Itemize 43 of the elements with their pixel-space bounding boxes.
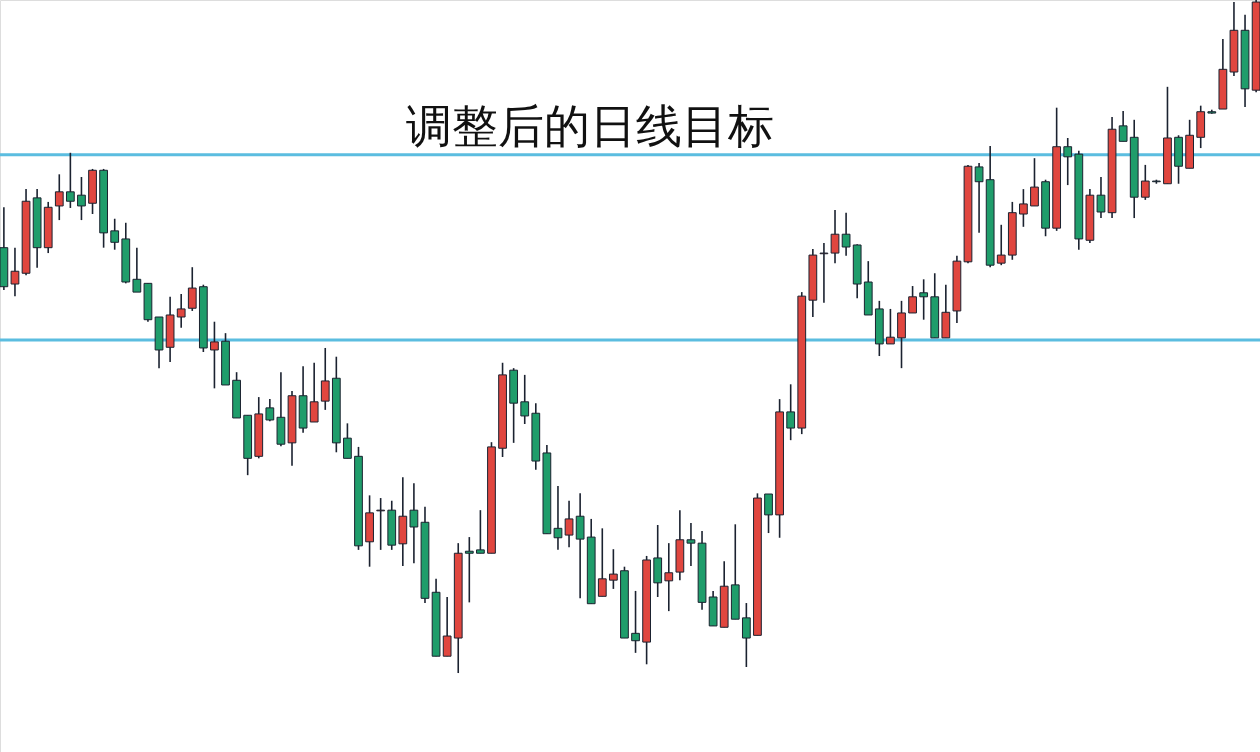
candlestick — [908, 285, 917, 314]
candlestick — [442, 596, 452, 658]
candlestick — [1030, 157, 1039, 207]
candlestick — [996, 224, 1006, 266]
candlestick — [520, 374, 530, 425]
candlestick — [786, 383, 796, 441]
candlestick — [132, 246, 142, 293]
candlestick — [741, 602, 751, 668]
candlestick — [631, 590, 640, 654]
candlestick — [830, 209, 840, 264]
candlestick — [1096, 176, 1106, 219]
candlestick — [343, 422, 352, 460]
candlestick — [77, 176, 86, 221]
candlestick — [10, 246, 20, 297]
candlestick — [409, 482, 419, 565]
candlestick — [464, 536, 474, 604]
candlestick — [176, 293, 186, 329]
candlestick — [841, 211, 851, 257]
candlestick — [187, 266, 197, 312]
candlestick — [609, 548, 618, 590]
candlestick — [309, 361, 319, 423]
candlestick — [886, 308, 895, 345]
candlestick — [686, 522, 696, 567]
candlestick — [575, 492, 585, 600]
candlestick — [1118, 110, 1128, 143]
candlestick — [1140, 164, 1150, 201]
ref-line-label: 调整后的日线目标 — [405, 98, 774, 153]
candlestick — [1063, 137, 1073, 186]
candlestick — [597, 527, 607, 598]
candlestick — [1019, 188, 1028, 228]
candlestick — [476, 509, 485, 555]
candlestick — [320, 347, 330, 411]
candlestick — [553, 485, 563, 551]
candlestick — [210, 320, 219, 390]
candlestick — [664, 542, 674, 612]
candlestick — [564, 499, 574, 548]
candlestick — [54, 173, 64, 221]
candlestick — [764, 493, 773, 534]
candlestick — [919, 278, 929, 321]
candlestick — [110, 217, 120, 251]
candlestick — [65, 151, 75, 209]
candlestick — [974, 162, 984, 234]
candlestick — [819, 242, 829, 304]
